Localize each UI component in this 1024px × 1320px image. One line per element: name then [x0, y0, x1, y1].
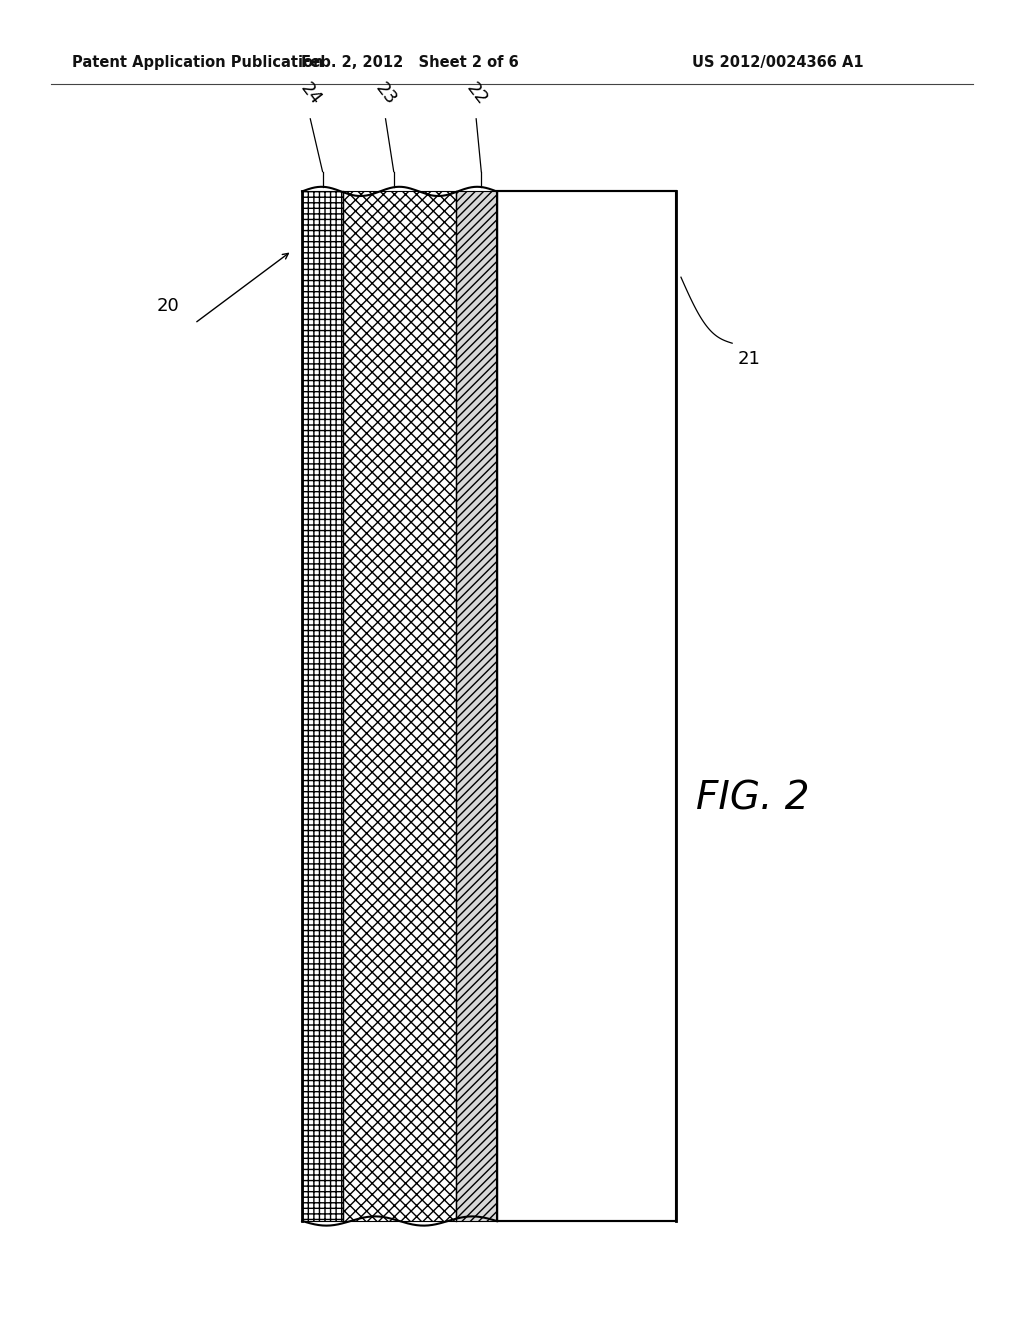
Text: 24: 24	[296, 79, 325, 108]
Text: Feb. 2, 2012   Sheet 2 of 6: Feb. 2, 2012 Sheet 2 of 6	[301, 54, 518, 70]
Text: 21: 21	[737, 350, 760, 368]
Text: US 2012/0024366 A1: US 2012/0024366 A1	[692, 54, 864, 70]
Text: 22: 22	[462, 79, 490, 108]
Bar	[343, 191, 456, 1221]
Bar	[497, 191, 676, 1221]
Text: FIG. 2: FIG. 2	[696, 780, 809, 817]
Text: 23: 23	[372, 79, 399, 108]
Bar	[456, 191, 497, 1221]
Text: 20: 20	[157, 297, 179, 315]
Text: Patent Application Publication: Patent Application Publication	[72, 54, 324, 70]
Bar	[302, 191, 343, 1221]
